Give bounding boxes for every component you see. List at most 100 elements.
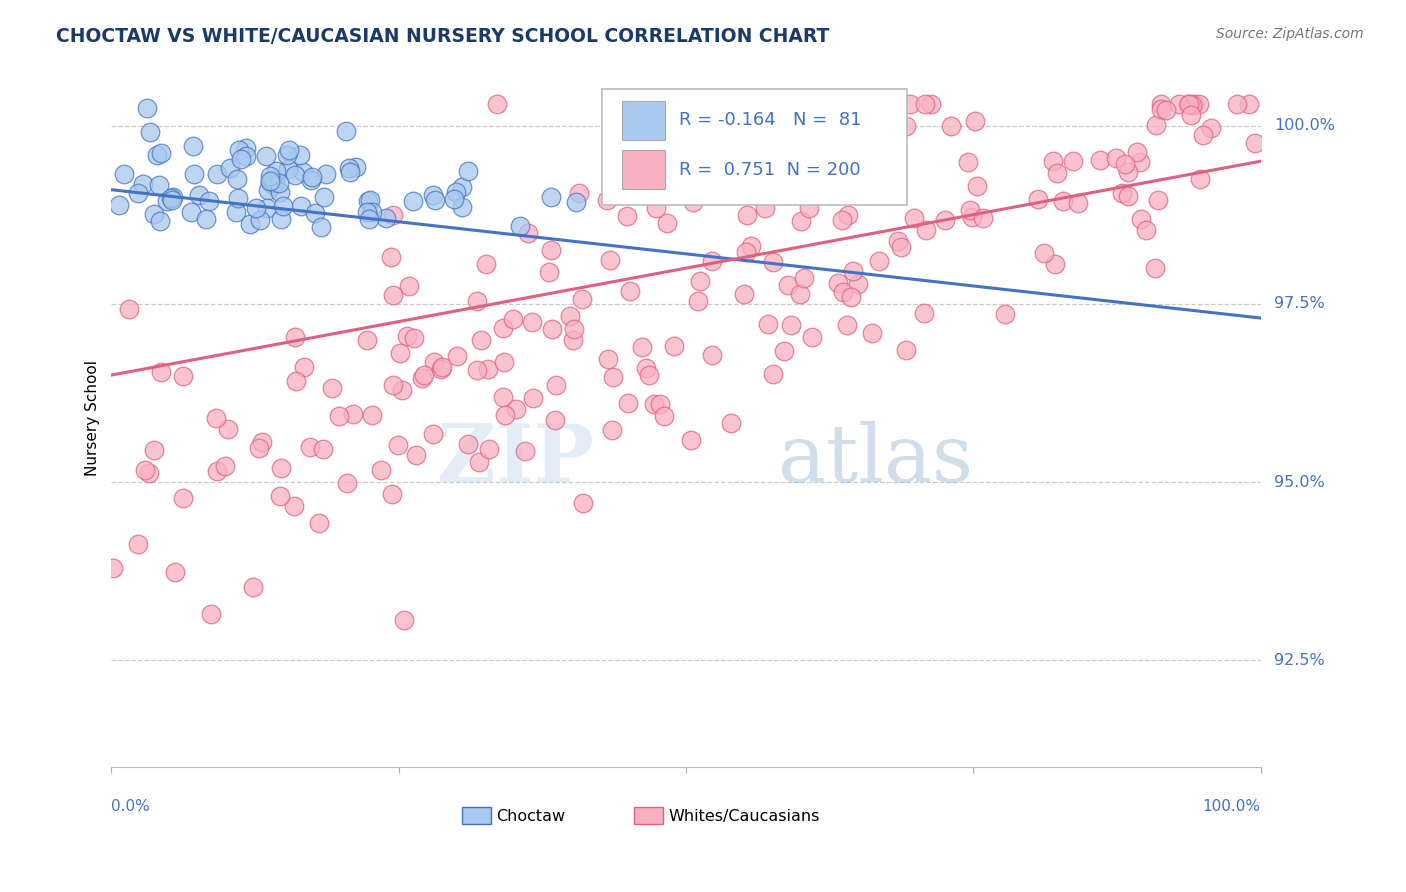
Point (827, 277, 849, 291)
Point (543, 413, 565, 427)
Point (837, 208, 859, 222)
Point (735, 245, 758, 260)
Point (112, 167, 135, 181)
Point (262, 178, 284, 193)
Point (270, 212, 292, 227)
Point (160, 193, 183, 207)
Point (682, 195, 704, 210)
Point (284, 374, 307, 388)
Point (356, 194, 378, 208)
Point (429, 362, 451, 376)
Point (269, 489, 291, 503)
Point (562, 322, 585, 336)
Point (793, 270, 815, 285)
Text: 0.0%: 0.0% (111, 798, 150, 814)
Point (1052, 194, 1074, 209)
Point (219, 161, 242, 176)
Point (799, 202, 821, 216)
Point (205, 167, 228, 181)
Point (645, 97, 668, 112)
Point (1182, 97, 1205, 112)
Point (1033, 246, 1056, 260)
Point (398, 279, 420, 293)
Point (392, 613, 415, 627)
Point (920, 97, 942, 112)
Point (1177, 97, 1199, 112)
Point (335, 124, 357, 138)
Point (235, 149, 257, 163)
Point (846, 277, 869, 291)
Text: atlas: atlas (778, 421, 973, 499)
Point (1243, 136, 1265, 150)
Point (1226, 97, 1249, 112)
Point (832, 285, 855, 299)
Point (264, 177, 287, 191)
Point (780, 318, 803, 332)
Point (914, 97, 936, 112)
Point (478, 442, 501, 456)
Point (127, 186, 149, 200)
Point (655, 216, 678, 230)
Point (217, 422, 239, 436)
Point (839, 290, 862, 304)
Text: R =  0.751  N = 200: R = 0.751 N = 200 (679, 161, 860, 178)
Point (242, 581, 264, 595)
Point (522, 315, 544, 329)
Point (868, 254, 890, 268)
Point (894, 120, 917, 134)
Point (623, 156, 645, 170)
Point (225, 205, 247, 219)
Point (1062, 153, 1084, 168)
Point (494, 355, 516, 369)
Point (679, 434, 702, 448)
Point (247, 441, 270, 455)
Point (537, 265, 560, 279)
Point (315, 167, 337, 181)
Point (468, 455, 491, 469)
Text: Source: ZipAtlas.com: Source: ZipAtlas.com (1216, 27, 1364, 41)
Point (1114, 157, 1136, 171)
Point (643, 397, 665, 411)
Point (108, 198, 131, 212)
Point (735, 208, 758, 222)
Bar (621, 102, 665, 140)
Y-axis label: Nursery School: Nursery School (86, 359, 100, 475)
Point (934, 213, 956, 227)
Point (148, 178, 170, 193)
Point (405, 448, 427, 462)
Point (422, 426, 444, 441)
Point (413, 368, 436, 383)
Point (370, 463, 392, 477)
Point (494, 408, 516, 422)
Point (544, 378, 567, 392)
Point (700, 348, 723, 362)
Point (259, 175, 281, 189)
Point (470, 333, 492, 347)
Point (138, 466, 160, 480)
Point (966, 178, 988, 193)
Point (444, 185, 467, 199)
Point (143, 207, 166, 221)
Point (1116, 189, 1139, 203)
Point (1237, 97, 1260, 112)
Point (831, 213, 853, 227)
Point (957, 154, 980, 169)
Point (835, 318, 858, 332)
Point (600, 423, 623, 437)
Point (134, 463, 156, 477)
Point (270, 461, 292, 475)
Point (1150, 97, 1173, 112)
Point (180, 205, 202, 219)
Point (382, 288, 405, 302)
Point (890, 240, 912, 254)
Point (283, 500, 305, 514)
Bar (463, 807, 491, 824)
Point (686, 293, 709, 308)
Point (860, 326, 883, 340)
Point (357, 212, 380, 227)
Point (148, 214, 170, 228)
Point (404, 331, 426, 345)
Point (256, 183, 278, 197)
Text: 97.5%: 97.5% (1274, 296, 1326, 311)
Point (229, 153, 252, 167)
